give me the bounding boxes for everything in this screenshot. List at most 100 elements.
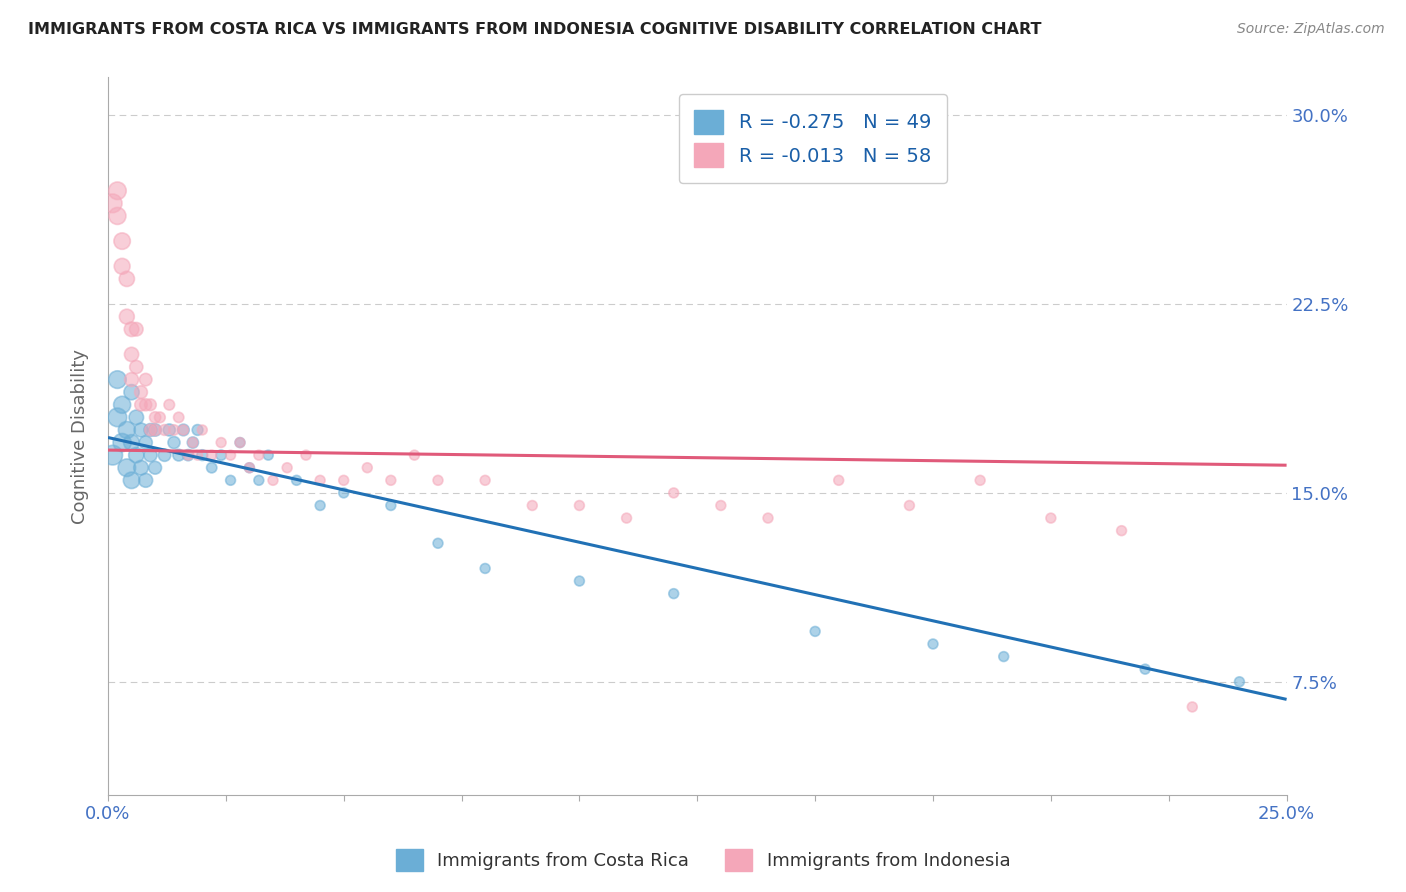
Point — [172, 423, 194, 437]
Point — [129, 398, 152, 412]
Point — [101, 448, 124, 462]
Point — [187, 423, 209, 437]
Point — [356, 460, 378, 475]
Point — [427, 536, 450, 550]
Point — [177, 448, 200, 462]
Point — [1229, 674, 1251, 689]
Point — [121, 435, 143, 450]
Point — [121, 347, 143, 361]
Point — [121, 385, 143, 400]
Point — [1039, 511, 1062, 525]
Point — [115, 423, 138, 437]
Point — [115, 310, 138, 324]
Y-axis label: Cognitive Disability: Cognitive Disability — [72, 349, 89, 524]
Point — [121, 473, 143, 487]
Point — [828, 473, 851, 487]
Point — [125, 448, 148, 462]
Point — [427, 473, 450, 487]
Point — [522, 499, 544, 513]
Point — [295, 448, 318, 462]
Point — [111, 398, 134, 412]
Point — [153, 448, 176, 462]
Point — [219, 448, 242, 462]
Point — [993, 649, 1015, 664]
Point — [153, 423, 176, 437]
Point — [139, 448, 162, 462]
Point — [107, 184, 129, 198]
Point — [474, 561, 496, 575]
Point — [1181, 700, 1204, 714]
Point — [107, 373, 129, 387]
Point — [332, 486, 354, 500]
Point — [181, 435, 204, 450]
Point — [756, 511, 779, 525]
Point — [201, 460, 224, 475]
Legend: R = -0.275   N = 49, R = -0.013   N = 58: R = -0.275 N = 49, R = -0.013 N = 58 — [679, 95, 946, 183]
Point — [201, 448, 224, 462]
Point — [125, 359, 148, 374]
Point — [922, 637, 945, 651]
Point — [276, 460, 298, 475]
Point — [332, 473, 354, 487]
Point — [616, 511, 638, 525]
Point — [125, 322, 148, 336]
Point — [111, 260, 134, 274]
Point — [139, 423, 162, 437]
Point — [143, 423, 166, 437]
Point — [568, 499, 591, 513]
Point — [209, 448, 232, 462]
Point — [111, 234, 134, 248]
Point — [247, 448, 270, 462]
Point — [309, 473, 332, 487]
Point — [121, 322, 143, 336]
Point — [804, 624, 827, 639]
Point — [172, 423, 194, 437]
Point — [125, 410, 148, 425]
Point — [380, 473, 402, 487]
Point — [404, 448, 426, 462]
Point — [474, 473, 496, 487]
Point — [1133, 662, 1156, 676]
Point — [262, 473, 284, 487]
Point — [121, 373, 143, 387]
Point — [143, 423, 166, 437]
Point — [898, 499, 921, 513]
Point — [247, 473, 270, 487]
Point — [157, 423, 180, 437]
Point — [167, 410, 190, 425]
Point — [129, 460, 152, 475]
Text: Source: ZipAtlas.com: Source: ZipAtlas.com — [1237, 22, 1385, 37]
Point — [129, 385, 152, 400]
Point — [662, 486, 685, 500]
Point — [115, 460, 138, 475]
Point — [107, 410, 129, 425]
Point — [181, 435, 204, 450]
Point — [135, 435, 157, 450]
Point — [107, 209, 129, 223]
Point — [229, 435, 252, 450]
Point — [163, 423, 186, 437]
Text: IMMIGRANTS FROM COSTA RICA VS IMMIGRANTS FROM INDONESIA COGNITIVE DISABILITY COR: IMMIGRANTS FROM COSTA RICA VS IMMIGRANTS… — [28, 22, 1042, 37]
Point — [285, 473, 308, 487]
Point — [163, 435, 186, 450]
Point — [115, 272, 138, 286]
Point — [191, 423, 214, 437]
Point — [238, 460, 260, 475]
Point — [135, 398, 157, 412]
Point — [143, 460, 166, 475]
Point — [139, 398, 162, 412]
Point — [135, 473, 157, 487]
Point — [167, 448, 190, 462]
Point — [135, 373, 157, 387]
Point — [129, 423, 152, 437]
Point — [380, 499, 402, 513]
Point — [139, 423, 162, 437]
Point — [187, 448, 209, 462]
Point — [111, 435, 134, 450]
Point — [191, 448, 214, 462]
Point — [238, 460, 260, 475]
Point — [143, 410, 166, 425]
Point — [969, 473, 991, 487]
Point — [1111, 524, 1133, 538]
Point — [101, 196, 124, 211]
